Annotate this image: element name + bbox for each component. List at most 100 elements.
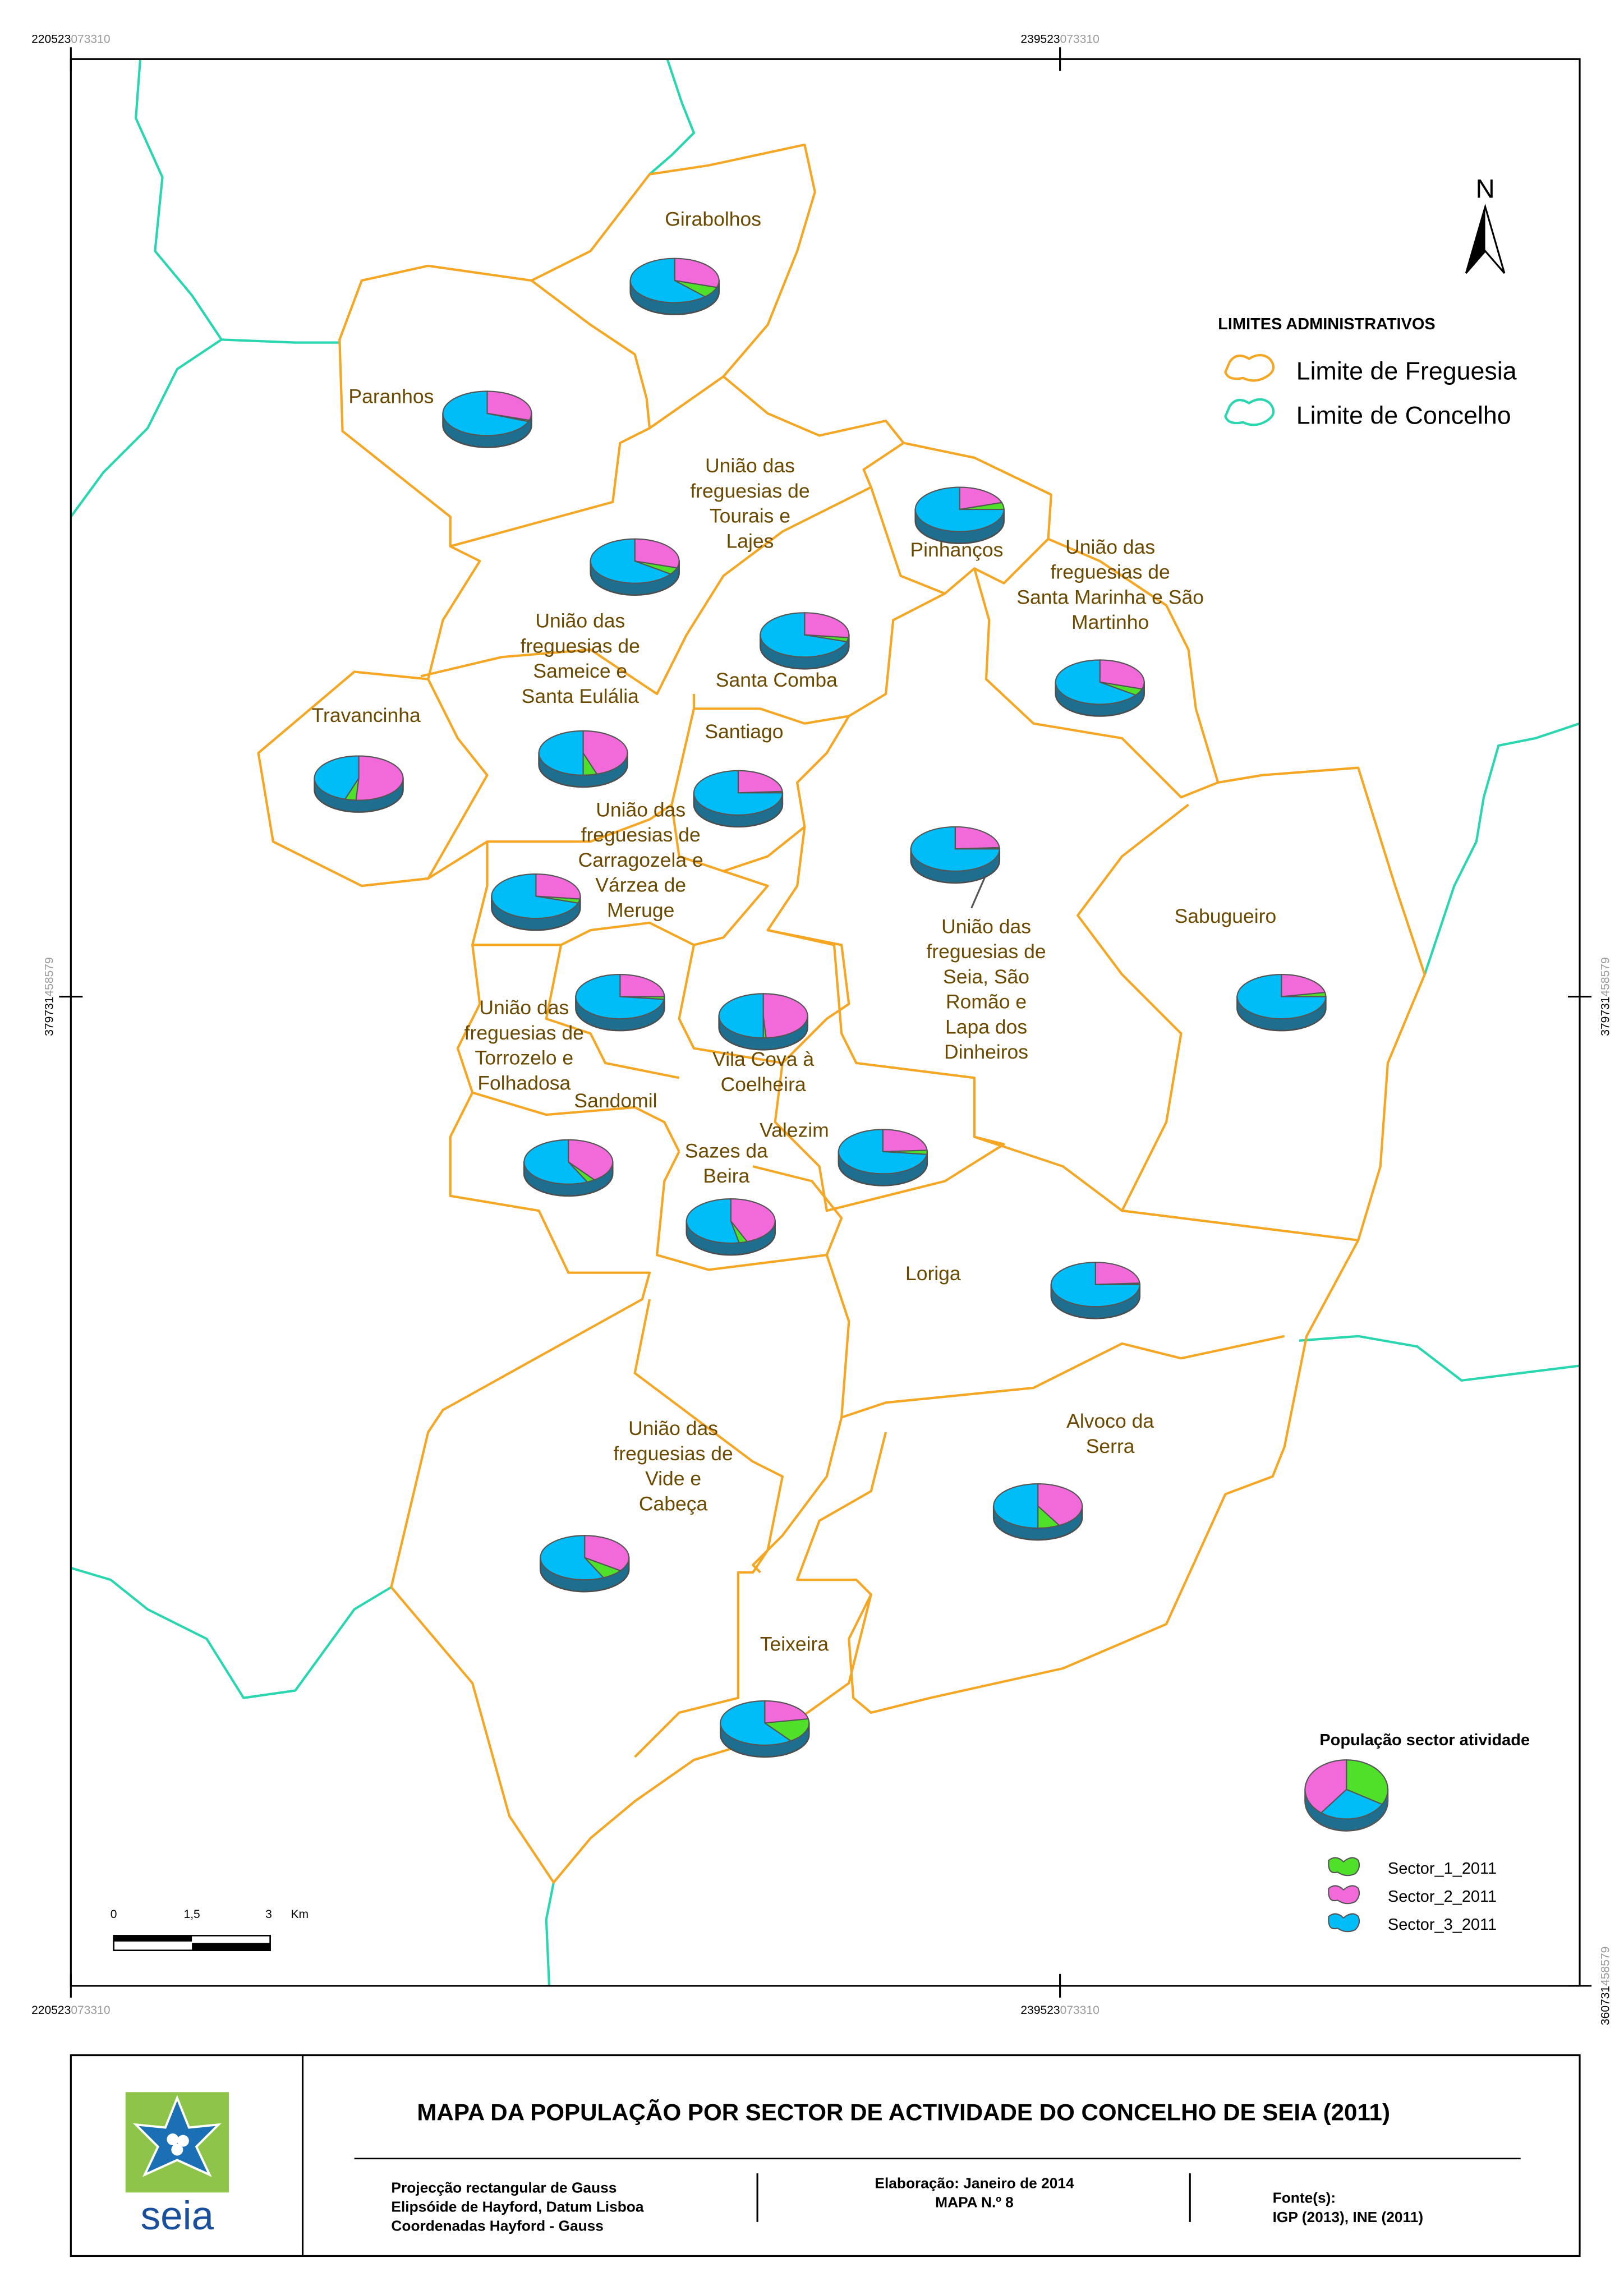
parish-pie	[491, 873, 581, 931]
parish-label: Tourais e	[710, 505, 790, 527]
coordinate-fraction: 073310	[71, 33, 110, 45]
parish-pie	[910, 826, 1001, 884]
parish-line	[766, 826, 1359, 1241]
parish-pie	[590, 538, 680, 596]
coordinate-label: 379731458579	[43, 957, 56, 1036]
parish-pie	[1236, 973, 1327, 1032]
pie-slice	[954, 826, 1000, 850]
pie-slice	[590, 538, 672, 584]
parish-pie	[760, 612, 850, 670]
legend-pie-wedge	[1304, 1759, 1347, 1814]
pie-slice	[1099, 659, 1145, 690]
parish-label: União das	[628, 1417, 718, 1439]
pie-slice	[910, 826, 1000, 872]
pie-slice	[535, 873, 581, 900]
parish-pie	[1050, 1262, 1141, 1319]
scale-label: 0	[111, 1908, 117, 1921]
scale-unit: Km	[291, 1908, 309, 1921]
parish-line	[692, 592, 946, 725]
projection-line: Elipsóide de Hayford, Datum Lisboa	[391, 2199, 643, 2215]
parish-label: Sandomil	[574, 1089, 657, 1112]
coordinate-main: 379731	[1599, 997, 1612, 1036]
pie-slice	[1050, 1262, 1140, 1308]
pie-slice	[629, 257, 707, 303]
north-arrow: N	[1465, 174, 1506, 274]
legend-swatch	[1328, 1913, 1360, 1933]
parish-label: União das	[596, 798, 686, 821]
parish-pie	[838, 1129, 928, 1186]
pie-slice	[764, 1700, 809, 1724]
legend-label: Sector_2_2011	[1388, 1888, 1497, 1906]
legend-title: LIMITES ADMINISTRATIVOS	[1218, 315, 1435, 333]
pie-slice	[1055, 659, 1137, 705]
pie-slice	[1094, 1262, 1140, 1285]
parish-line	[420, 441, 904, 696]
concelho-boundaries	[70, 58, 1580, 1986]
coordinate-fraction: 073310	[71, 2004, 110, 2017]
pie-slice	[882, 1129, 928, 1152]
boundary-legend: LIMITES ADMINISTRATIVOS Limite de Fregue…	[1218, 315, 1516, 429]
frame-ticks	[59, 47, 1592, 1998]
parish-label: Sabugueiro	[1175, 905, 1277, 927]
coordinate-main: 239523	[1020, 33, 1060, 45]
parish-line	[427, 678, 489, 880]
parish-label: Paranhos	[348, 385, 434, 408]
parish-label: Várzea de	[595, 874, 686, 896]
parish-label: Torrozelo e	[475, 1047, 573, 1069]
legend-label: Sector_1_2011	[1388, 1860, 1497, 1878]
coordinate-fraction: 073310	[1060, 2004, 1099, 2017]
parish-pie	[914, 486, 1005, 544]
logo-dot	[171, 2144, 183, 2156]
elaboration-line: MAPA N.º 8	[935, 2194, 1014, 2211]
pie-slice	[523, 1139, 588, 1185]
coordinate-label: 360731458579	[1599, 1947, 1612, 2025]
coordinate-label: 220523073310	[31, 33, 110, 45]
logo-dot	[177, 2135, 189, 2147]
pie-slice	[584, 1535, 630, 1572]
pie-slice	[1281, 973, 1326, 997]
scale-segment	[192, 1943, 270, 1951]
coordinate-fraction: 458579	[43, 957, 56, 996]
coordinate-main: 360731	[1599, 1986, 1612, 2025]
projection-line: Coordenadas Hayford - Gauss	[391, 2218, 603, 2234]
coordinate-label: 220523073310	[31, 2004, 110, 2017]
legend-title: População sector atividade	[1319, 1731, 1530, 1749]
pie-slice	[674, 257, 720, 288]
parish-label: Dinheiros	[944, 1041, 1028, 1063]
parish-label: Santa Eulália	[522, 685, 640, 707]
coordinate-main: 239523	[1020, 2004, 1060, 2017]
parish-pie	[629, 257, 720, 315]
parish-label: União das	[705, 454, 795, 477]
pie-slice	[442, 390, 530, 436]
concelho-line	[70, 1567, 392, 1699]
parish-label: Cabeça	[639, 1492, 708, 1515]
coordinate-main: 379731	[43, 997, 56, 1036]
parish-label: Santiago	[705, 720, 783, 743]
parish-line	[670, 708, 850, 872]
legend-swatch	[1224, 398, 1275, 426]
pie-slice	[718, 993, 764, 1039]
parish-label: Travancinha	[312, 704, 421, 726]
parish-label: Sazes da	[685, 1139, 768, 1162]
legend-pie-symbol	[1304, 1759, 1389, 1832]
parish-pie	[442, 390, 532, 448]
scale-label: 1,5	[184, 1908, 200, 1921]
parish-line	[841, 1335, 1285, 1419]
parish-label: Alvoco da	[1066, 1410, 1154, 1432]
scale-label: 3	[265, 1908, 272, 1921]
scale-segment	[113, 1935, 192, 1942]
legend-label: Limite de Freguesia	[1296, 357, 1517, 385]
parish-pie	[992, 1483, 1083, 1541]
parish-line	[1076, 803, 1189, 1212]
legend-swatch	[1328, 1857, 1360, 1877]
pie-slice	[568, 1139, 614, 1181]
parish-line	[472, 870, 769, 946]
legend-swatch	[1224, 353, 1275, 382]
parish-line	[487, 803, 673, 843]
pie-slice	[1037, 1483, 1083, 1526]
concelho-line	[70, 59, 223, 518]
leader-line	[970, 873, 987, 909]
